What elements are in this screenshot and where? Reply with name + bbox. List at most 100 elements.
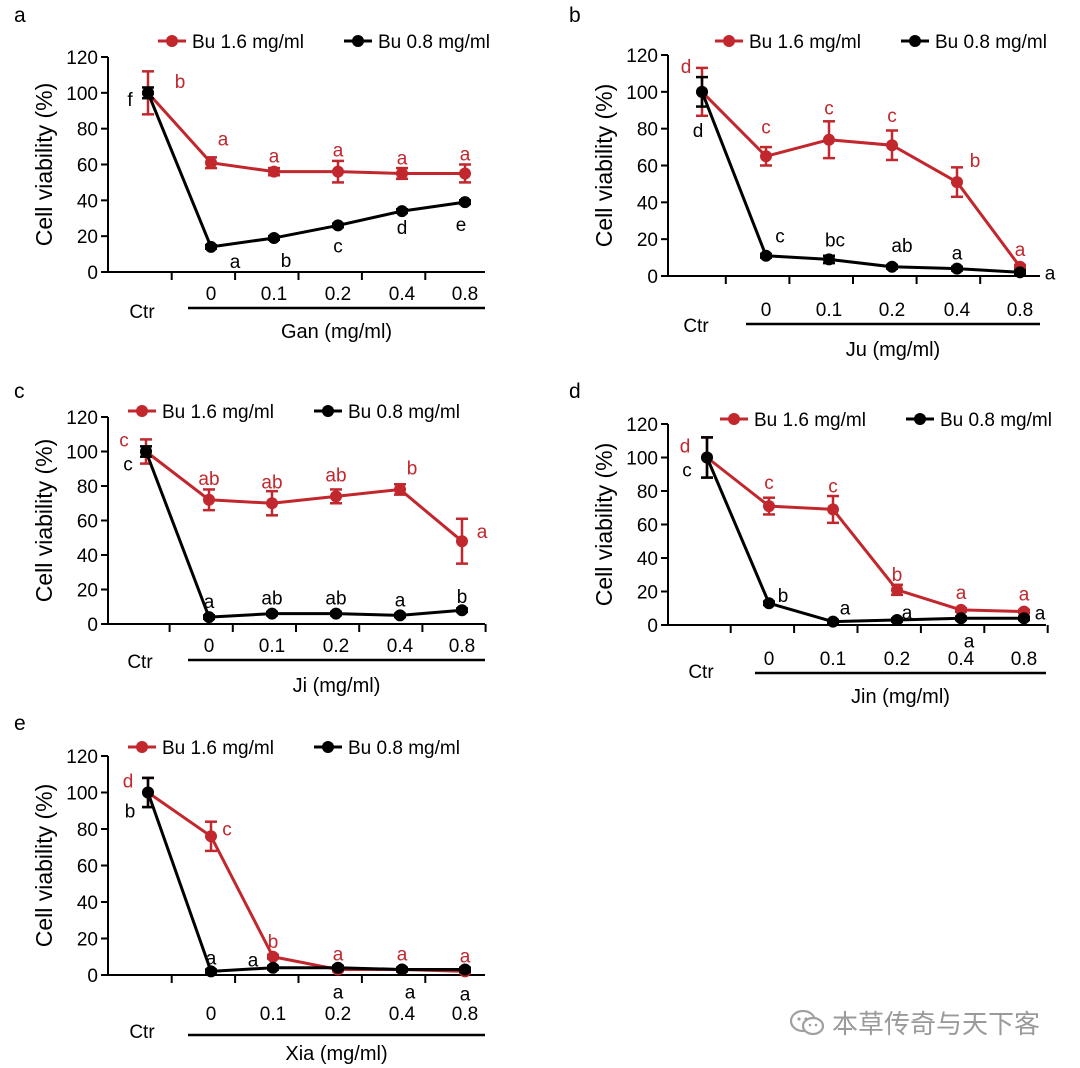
series-low <box>142 776 471 978</box>
data-label: a <box>230 252 241 273</box>
data-label: f <box>127 90 133 111</box>
data-point <box>760 249 772 262</box>
y-tick-label: 120 <box>626 415 658 436</box>
data-label: a <box>1045 263 1056 284</box>
data-point <box>456 604 468 617</box>
data-label: a <box>405 983 416 1004</box>
y-tick-label: 20 <box>77 581 98 602</box>
legend-marker <box>352 35 364 47</box>
legend-label: Bu 0.8 mg/ml <box>940 410 1052 431</box>
y-tick-label: 80 <box>637 120 658 141</box>
panel-letter: d <box>569 380 581 403</box>
chart-panel-b: b 0 20 40 60 80 100 120 Cell viability (%) Ctr 0 0.… <box>569 4 1056 361</box>
data-point <box>267 961 279 974</box>
data-label: a <box>269 147 280 168</box>
data-point <box>396 205 408 218</box>
x-tick-label: 0.4 <box>389 1004 416 1025</box>
data-label: c <box>824 99 834 120</box>
data-point <box>268 231 280 244</box>
series-line <box>146 792 465 973</box>
data-point <box>456 535 468 548</box>
data-label: a <box>395 590 406 611</box>
data-label: b <box>268 932 279 953</box>
x-tick-label: 0.2 <box>325 1004 351 1025</box>
series-high <box>140 438 468 565</box>
y-tick-label: 60 <box>637 516 658 537</box>
data-point <box>396 167 408 180</box>
data-point <box>394 609 406 622</box>
data-point <box>203 493 215 506</box>
data-point <box>763 500 775 513</box>
y-axis-label: Cell viability (%) <box>31 83 57 247</box>
y-tick-label: 80 <box>77 820 98 841</box>
x-axis-label: Ji (mg/ml) <box>293 675 381 697</box>
series-line <box>146 91 465 175</box>
x-tick-label: 0 <box>206 1004 217 1025</box>
data-point <box>1018 612 1030 625</box>
x-tick-label: 0.1 <box>820 649 846 670</box>
data-label: c <box>761 117 771 138</box>
data-label: a <box>477 522 488 543</box>
data-label: c <box>333 236 343 257</box>
legend-label: Bu 0.8 mg/ml <box>348 402 460 423</box>
y-tick-label: 60 <box>77 857 98 878</box>
data-label: a <box>460 946 471 967</box>
legend-marker <box>909 35 921 47</box>
data-point <box>205 240 217 253</box>
data-label: e <box>456 215 467 236</box>
x-tick-label: 0 <box>764 649 775 670</box>
data-label: a <box>460 144 471 165</box>
y-tick-label: 40 <box>77 893 98 914</box>
data-label: c <box>828 476 838 497</box>
legend-marker <box>322 405 334 417</box>
y-tick-label: 60 <box>637 157 658 178</box>
data-label: a <box>460 985 471 1006</box>
data-point <box>459 963 471 976</box>
chart-panel-c: c 0 20 40 60 80 100 120 Cell viability (%) Ctr 0 0.… <box>14 380 488 697</box>
data-label: a <box>902 603 913 624</box>
data-label: a <box>1019 585 1030 606</box>
series-line <box>144 450 463 619</box>
data-label: b <box>892 565 903 586</box>
data-point <box>332 961 344 974</box>
data-point <box>763 597 775 610</box>
data-label: c <box>682 461 692 482</box>
x-tick-label: 0.4 <box>948 649 975 670</box>
x-tick-label-ctr: Ctr <box>129 302 155 323</box>
series-low <box>696 75 1026 279</box>
y-tick-label: 0 <box>647 267 658 288</box>
data-label: a <box>218 130 229 151</box>
y-axis-label: Cell viability (%) <box>591 443 617 607</box>
panel-letter: b <box>569 4 581 27</box>
data-label: a <box>333 945 344 966</box>
y-tick-label: 40 <box>77 191 98 212</box>
data-point <box>955 612 967 625</box>
data-label: b <box>457 587 468 608</box>
x-tick-label: 0 <box>761 300 772 321</box>
x-tick-label-ctr: Ctr <box>127 652 153 673</box>
legend-marker <box>723 35 735 47</box>
data-point <box>823 133 835 146</box>
data-point <box>330 490 342 503</box>
x-tick-label-ctr: Ctr <box>129 1022 155 1043</box>
data-point <box>696 85 708 98</box>
y-tick-label: 100 <box>66 784 98 805</box>
data-label: a <box>333 983 344 1004</box>
legend: Bu 1.6 mg/ml Bu 0.8 mg/ml <box>720 410 1052 431</box>
legend-marker <box>728 413 740 425</box>
x-tick-label: 0.1 <box>261 284 287 305</box>
data-point <box>951 262 963 275</box>
data-point <box>459 167 471 180</box>
y-tick-label: 80 <box>77 477 98 498</box>
data-label: ab <box>325 465 346 486</box>
chart-panel-d: d 0 20 40 60 80 100 120 Cell viability (%) Ctr 0 0.… <box>569 380 1052 708</box>
data-point <box>142 786 154 799</box>
y-axis-label: Cell viability (%) <box>591 84 617 248</box>
x-tick-label: 0.2 <box>879 300 905 321</box>
series-low <box>142 86 471 253</box>
y-axis-label: Cell viability (%) <box>31 784 57 948</box>
data-label: a <box>206 948 217 969</box>
data-point <box>203 611 215 624</box>
data-point <box>266 607 278 620</box>
data-label: c <box>119 431 129 452</box>
